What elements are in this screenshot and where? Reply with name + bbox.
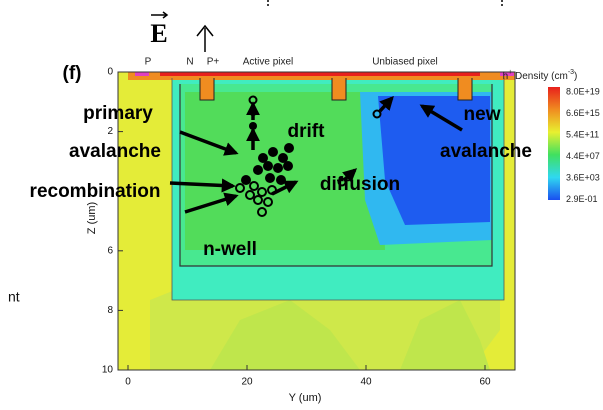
annotation: recombination <box>30 181 161 202</box>
annotation: drift <box>288 121 326 142</box>
colorbar-label: 5.4E+11 <box>566 129 599 139</box>
x-tick-label: 0 <box>125 377 131 388</box>
x-tick-label: 20 <box>241 377 253 388</box>
annotation: avalanche <box>69 141 161 162</box>
x-tick-label: 60 <box>479 377 491 388</box>
annotation: diffusion <box>320 174 400 195</box>
y-tick-label: 8 <box>107 305 113 316</box>
colorbar-label: 2.9E-01 <box>566 194 598 204</box>
region-label: N <box>186 57 193 68</box>
y-axis-label: Z (um) <box>86 202 98 234</box>
charges <box>235 95 382 217</box>
annotation: new <box>464 104 501 125</box>
field-map <box>117 71 516 371</box>
field-arrow <box>151 0 503 52</box>
y-tick-label: 6 <box>107 245 113 256</box>
annotation: nt <box>8 289 20 305</box>
x-axis-label: Y (um) <box>289 392 322 404</box>
region-label: P+ <box>207 57 220 68</box>
x-tick-label: 40 <box>360 377 372 388</box>
field-symbol: E <box>150 19 167 48</box>
region-label: Active pixel <box>243 57 294 68</box>
y-tick-label: 0 <box>107 67 113 78</box>
annotation: n-well <box>203 239 257 260</box>
region-label: Unbiased pixel <box>372 57 438 68</box>
y-tick-label: 2 <box>107 126 113 137</box>
colorbar-label: 3.6E+03 <box>566 172 600 182</box>
colorbar-label: 8.0E+19 <box>566 86 600 96</box>
annotation: avalanche <box>440 141 532 162</box>
y-tick-label: 10 <box>102 365 114 376</box>
region-label: P <box>145 57 152 68</box>
colorbar <box>548 87 560 200</box>
colorbar-label: 6.6E+15 <box>566 108 600 118</box>
arrows <box>169 95 463 214</box>
panel-label: (f) <box>63 63 82 84</box>
colorbar-label: 4.4E+07 <box>566 151 600 161</box>
colorbar-title: h+ Density (cm-3) <box>503 69 578 82</box>
annotation: primary <box>83 103 153 124</box>
